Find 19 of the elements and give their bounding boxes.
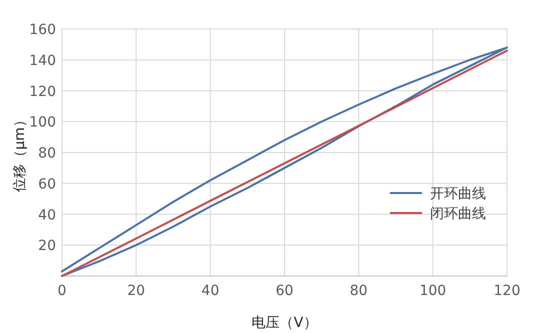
y-tick-label: 60 [38,176,56,192]
x-tick-label: 0 [58,283,66,299]
y-tick-label: 140 [29,52,56,69]
y-tick-label: 40 [38,207,56,224]
legend-label: 闭环曲线 [430,206,486,222]
y-tick-label: 20 [38,238,56,254]
y-tick-label: 80 [38,146,56,162]
y-tick-label: 160 [29,22,56,38]
x-tick-label: 60 [276,283,294,299]
x-axis-title: 电压（V） [252,315,318,331]
y-tick-label: 120 [29,84,56,100]
x-tick-label: 40 [201,283,220,299]
x-tick-label: 120 [494,283,520,299]
x-tick-label: 100 [419,283,446,299]
y-axis-title: 位移（μm） [12,113,28,192]
y-tick-label: 100 [29,114,56,131]
x-tick-label: 80 [350,283,368,299]
x-tick-label: 20 [127,283,146,299]
legend-label: 开环曲线 [430,186,486,202]
